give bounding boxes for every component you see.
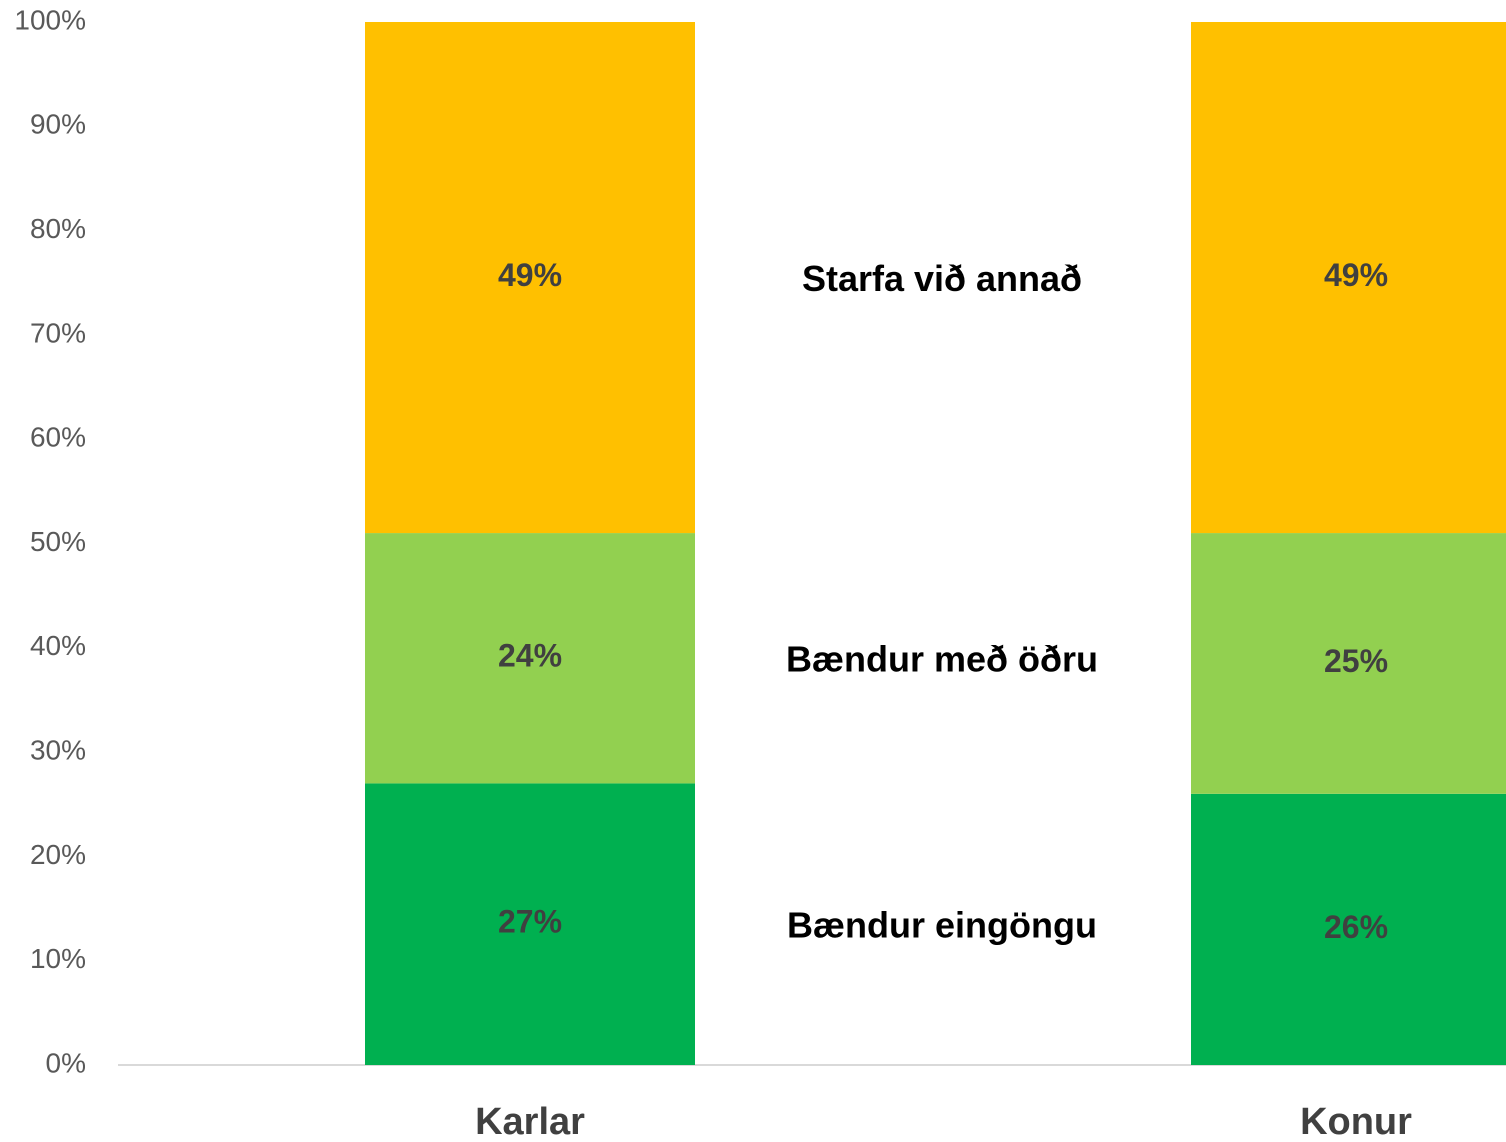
y-tick-label: 0% [46, 1047, 86, 1078]
bar-segment [365, 533, 695, 784]
y-tick-label: 40% [30, 630, 86, 661]
series-label: Bændur eingöngu [787, 905, 1097, 946]
y-tick-label: 50% [30, 526, 86, 557]
series-label: Starfa við annað [802, 258, 1082, 299]
y-tick-label: 30% [30, 734, 86, 765]
data-label: 27% [498, 904, 562, 940]
bar-segment [1191, 793, 1506, 1065]
x-tick-label: Karlar [475, 1101, 585, 1142]
data-label: 26% [1324, 909, 1388, 945]
y-tick-label: 20% [30, 839, 86, 870]
y-tick-label: 10% [30, 943, 86, 974]
y-tick-label: 80% [30, 213, 86, 244]
y-tick-label: 60% [30, 422, 86, 453]
bar-segment [1191, 22, 1506, 534]
series-label: Bændur með öðru [786, 639, 1098, 680]
bar-segment [365, 22, 695, 534]
data-label: 25% [1324, 643, 1388, 679]
bar-segment [365, 783, 695, 1065]
y-tick-label: 100% [14, 4, 86, 35]
y-tick-label: 70% [30, 317, 86, 348]
x-tick-label: Konur [1300, 1101, 1412, 1142]
y-tick-label: 90% [30, 109, 86, 140]
data-label: 49% [1324, 257, 1388, 293]
data-label: 24% [498, 638, 562, 674]
data-label: 49% [498, 257, 562, 293]
bar-segment [1191, 533, 1506, 794]
